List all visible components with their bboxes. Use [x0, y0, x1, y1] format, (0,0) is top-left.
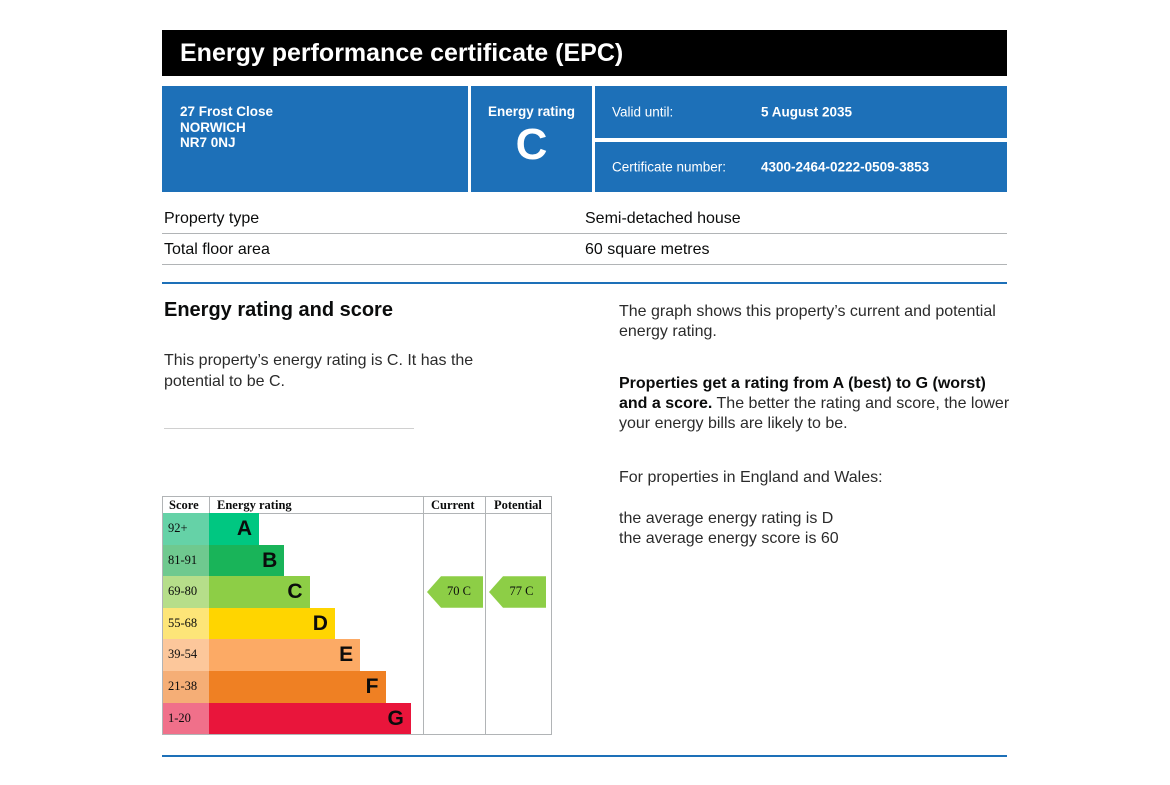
- band-score-c: 69-80: [163, 576, 209, 608]
- band-letter-b: B: [262, 548, 278, 572]
- average-rating: the average energy rating is D: [619, 510, 834, 527]
- rating-explanation-bold: Properties get a rating from A (best) to…: [619, 375, 986, 412]
- band-bar-g: G: [209, 702, 411, 735]
- graph-header-potential: Potential: [494, 498, 542, 512]
- band-letter-g: G: [387, 706, 404, 730]
- potential-rating-arrow: 77 C: [489, 576, 546, 608]
- certificate-number-panel: Certificate number: 4300-2464-0222-0509-…: [595, 142, 1007, 192]
- band-score-a: 92+: [163, 513, 209, 545]
- valid-until-panel: Valid until: 5 August 2035: [595, 86, 1007, 138]
- band-letter-c: C: [287, 580, 303, 604]
- band-score-b: 81-91: [163, 544, 209, 577]
- band-letter-d: D: [312, 611, 328, 635]
- energy-rating-value: C: [515, 120, 548, 169]
- certificate-number-value: 4300-2464-0222-0509-3853: [761, 159, 930, 175]
- band-bar-b: B: [209, 544, 285, 577]
- band-bar-a: A: [209, 513, 259, 545]
- england-wales-label: For properties in England and Wales:: [619, 469, 883, 486]
- floor-area-label: Total floor area: [164, 241, 270, 258]
- band-score-e: 39-54: [163, 639, 209, 671]
- graph-header-rating: Energy rating: [217, 498, 292, 512]
- certificate-number-label: Certificate number:: [612, 159, 727, 175]
- rating-explanation-rest: The better the rating and score, the low…: [619, 395, 1010, 432]
- band-bar-e: E: [209, 639, 361, 671]
- section-divider-bottom: [162, 755, 1007, 757]
- band-bar-f: F: [209, 671, 386, 703]
- current-rating-arrow: 70 C: [427, 576, 483, 608]
- energy-rating-label: Energy rating: [487, 104, 576, 119]
- graph-current-divider: [423, 497, 424, 734]
- property-type-value: Semi-detached house: [585, 210, 741, 227]
- graph-header-current: Current: [431, 498, 475, 512]
- band-bar-c: C: [209, 576, 310, 608]
- band-score-d: 55-68: [163, 607, 209, 640]
- property-type-row: Property type Semi-detached house: [162, 203, 1007, 234]
- faint-divider: [164, 428, 414, 429]
- graph-header-line: [163, 513, 551, 514]
- average-score: the average energy score is 60: [619, 530, 839, 547]
- band-bar-d: D: [209, 607, 335, 640]
- section-heading: Energy rating and score: [164, 299, 393, 321]
- band-letter-a: A: [236, 517, 252, 540]
- band-letter-e: E: [339, 643, 354, 667]
- valid-until-value: 5 August 2035: [761, 104, 853, 120]
- section-divider-top: [162, 282, 1007, 284]
- page-title: Energy performance certificate (EPC): [162, 30, 1007, 76]
- graph-potential-divider: [485, 497, 486, 734]
- address-line-2: NORWICH: [180, 119, 246, 135]
- rating-explanation: Properties get a rating from A (best) to…: [619, 374, 1014, 434]
- address-line-1: 27 Frost Close: [180, 104, 274, 119]
- epc-rating-graph: Score Energy rating Current Potential 92…: [162, 496, 552, 735]
- graph-explanation: The graph shows this property’s current …: [619, 303, 996, 340]
- property-type-label: Property type: [164, 210, 260, 227]
- address-line-3: NR7 0NJ: [180, 135, 236, 150]
- band-letter-f: F: [365, 675, 379, 698]
- energy-rating-panel: Energy rating C: [471, 86, 592, 192]
- floor-area-value: 60 square metres: [585, 241, 710, 258]
- band-score-g: 1-20: [163, 702, 209, 735]
- valid-until-label: Valid until:: [612, 104, 674, 120]
- address-panel: 27 Frost Close NORWICH NR7 0NJ: [162, 86, 468, 192]
- graph-score-divider: [209, 497, 210, 513]
- floor-area-row: Total floor area 60 square metres: [162, 234, 1007, 265]
- graph-header-score: Score: [169, 498, 199, 512]
- rating-summary: This property’s energy rating is C. It h…: [164, 352, 474, 390]
- band-score-f: 21-38: [163, 671, 209, 703]
